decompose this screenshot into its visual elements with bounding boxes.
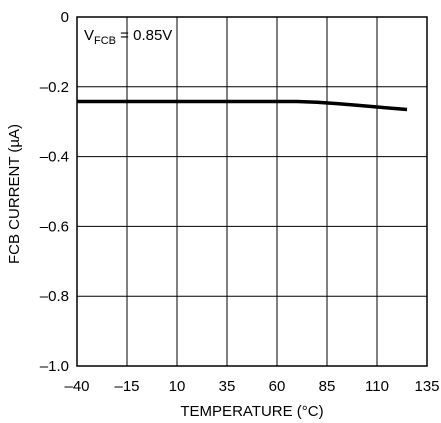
x-tick-label: 35	[219, 378, 236, 395]
y-tick-label: –0.6	[40, 218, 69, 235]
x-tick-label: 135	[414, 378, 439, 395]
y-axis-title: FCB CURRENT (µA)	[6, 124, 23, 264]
annotation-subscript: FCB	[94, 35, 116, 47]
x-tick-label: –15	[114, 378, 139, 395]
x-tick-label: 110	[365, 378, 389, 395]
annotation-prefix: V	[84, 27, 94, 44]
vfcb-annotation: VFCB = 0.85V	[84, 27, 172, 47]
x-axis-title: TEMPERATURE (°C)	[180, 403, 323, 420]
x-tick-labels: –40 –15 10 35 60 85 110 135	[64, 378, 439, 395]
series-line	[77, 99, 408, 112]
x-tick-label: 10	[169, 378, 186, 395]
x-tick-label: 85	[319, 378, 336, 395]
y-tick-label: –0.8	[40, 288, 69, 305]
y-tick-labels: 0 –0.2 –0.4 –0.6 –0.8 –1.0	[40, 9, 69, 375]
plot-frame	[76, 16, 428, 367]
x-tick-label: –40	[64, 378, 89, 395]
y-tick-label: –0.2	[40, 79, 69, 96]
grid-lines	[77, 17, 427, 366]
x-tick-label: 60	[269, 378, 286, 395]
y-tick-label: –0.4	[40, 149, 69, 166]
y-tick-label: 0	[61, 9, 69, 26]
annotation-suffix: = 0.85V	[116, 27, 172, 44]
y-tick-label: –1.0	[40, 358, 69, 375]
